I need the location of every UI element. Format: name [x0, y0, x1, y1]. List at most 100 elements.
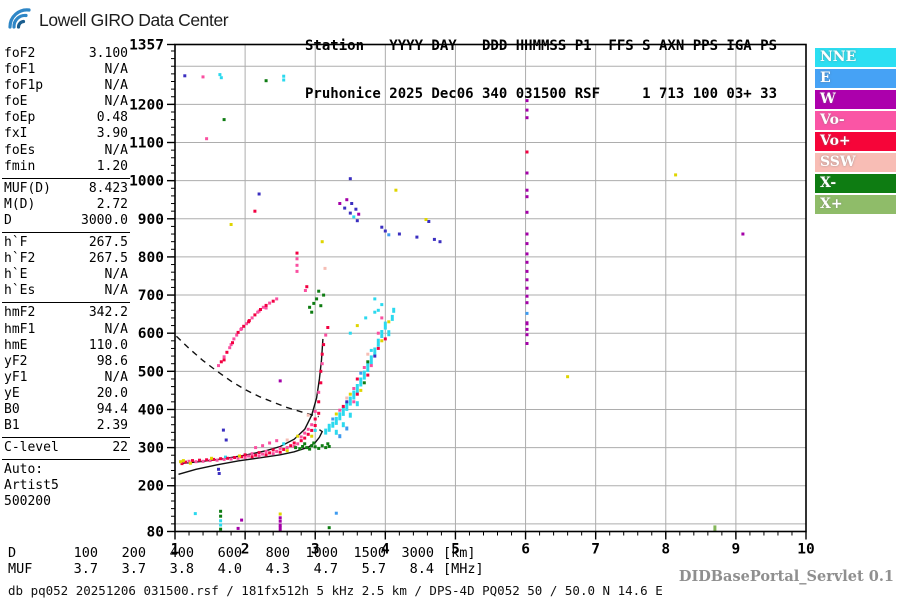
table-cell: 3.7 [121, 560, 146, 577]
echo-point-vo [338, 408, 342, 412]
table-cell: 100 [73, 545, 98, 561]
param-label: hmF2 [4, 305, 36, 321]
echo-point-vo [257, 309, 261, 313]
x-axis-label: 2 [241, 542, 250, 558]
echo-point-unlabeledyellow [310, 434, 314, 438]
echo-point-w [525, 321, 529, 326]
echo-point-ssw [366, 352, 370, 356]
param-label: D [4, 212, 12, 228]
table-cell: 1500 [353, 545, 386, 561]
y-axis-label: 80 [147, 525, 164, 541]
param-label: h`F2 [4, 251, 36, 267]
echo-point-vo [257, 451, 261, 455]
legend-item-e: E [815, 69, 896, 88]
table-cell: 8.4 [409, 560, 434, 577]
echo-point-x [320, 444, 324, 448]
echo-point-unlabeledyellow [210, 456, 213, 460]
param-value: N/A [104, 267, 128, 283]
echo-point-vo [254, 446, 258, 450]
echo-point-vo [295, 263, 299, 267]
legend-item-ssw: SSW [815, 153, 896, 172]
echo-point-vo [215, 458, 219, 462]
echo-point-nne [362, 370, 366, 380]
echo-point-w [278, 525, 282, 531]
param-value: 0.48 [96, 110, 128, 126]
autoscaler-line: 500200 [2, 494, 130, 510]
echo-point-vo [275, 297, 279, 301]
echo-point-vo [264, 449, 268, 453]
echo-point-unlabeledblueviolet [380, 225, 384, 229]
echo-point-vo [305, 285, 309, 289]
param-label: hmE [4, 337, 28, 353]
echo-point-nne [366, 363, 370, 372]
echo-point-vo [219, 457, 223, 461]
echo-point-vo [295, 251, 299, 255]
echo-point-e [331, 417, 335, 421]
x-axis-label: 9 [732, 542, 741, 558]
echo-point-nne [380, 330, 384, 338]
param-label: C-level [4, 440, 59, 456]
echo-point-e [345, 426, 349, 431]
echo-point-vo [253, 313, 257, 317]
table-cell: 200 [121, 545, 146, 561]
echo-point-vo [317, 400, 321, 404]
echo-point-vo [295, 257, 299, 261]
echo-point-vo [317, 411, 321, 415]
table-row-d: D 100 200 400 600 800 1000 1500 3000 [km] [8, 545, 484, 562]
echo-point-nne [373, 310, 377, 314]
param-row-hmF2: hmF2 342.2 [2, 305, 130, 321]
echo-point-nne [313, 428, 317, 432]
param-label: foEs [4, 142, 36, 158]
echo-point-vo [355, 392, 359, 396]
autoscaler-text: Auto: [4, 462, 44, 478]
param-row-fxI: fxI 3.90 [2, 126, 130, 142]
station-header-columns: Station YYYY DAY DDD HHMMSS P1 FFS S AXN… [305, 38, 778, 54]
param-label: B1 [4, 418, 20, 434]
echo-point-vo [324, 333, 328, 337]
param-value: 110.0 [88, 337, 128, 353]
param-value: 3.100 [88, 46, 128, 61]
echo-point-unlabeledyellow [359, 388, 363, 392]
param-value: 3.90 [96, 126, 128, 142]
echo-point-nne [373, 297, 377, 301]
table-cell: 3.8 [169, 560, 194, 577]
param-row-MD: M(D) 2.72 [2, 197, 130, 213]
param-label: yF1 [4, 369, 28, 385]
echo-point-vo [222, 358, 226, 362]
echo-point-nne [348, 412, 352, 418]
station-header-values: Pruhonice 2025 Dec06 340 031500 RSF 1 71… [305, 86, 778, 102]
echo-point-vo [306, 427, 310, 431]
echo-point-vo [376, 331, 380, 335]
echo-point-nne [327, 423, 331, 432]
echo-point-e [338, 434, 342, 439]
table-row-muf: MUF 3.7 3.7 3.8 4.0 4.3 4.7 5.7 8.4 [MHz] [8, 560, 484, 578]
echo-point-x [294, 446, 298, 450]
echo-point-nne [373, 347, 377, 356]
echo-point-vo [261, 444, 265, 448]
param-value: 267.5 [88, 235, 128, 251]
echo-point-vo [319, 369, 323, 373]
echo-point-w [525, 232, 529, 236]
echo-point-nne [324, 428, 328, 435]
echo-point-vo [299, 435, 303, 439]
echo-point-vo [180, 462, 184, 466]
echo-point-vo [222, 355, 226, 359]
echo-point-vo [352, 400, 356, 404]
echo-point-x [319, 304, 323, 308]
x-axis-label: 3 [311, 542, 320, 558]
param-row-Clevel: C-level 22 [2, 440, 130, 456]
echo-point-vo [201, 75, 205, 79]
echo-point-w [525, 242, 529, 246]
echo-point-vo [198, 458, 201, 462]
echo-point-vo [242, 324, 246, 328]
y-axis-label: 1357 [129, 38, 164, 54]
echo-point-e [334, 511, 338, 515]
table-cell: 1000 [305, 545, 338, 561]
echo-point-x [324, 446, 328, 450]
y-axis-label: 1200 [129, 97, 164, 113]
legend-item-x: X+ [815, 195, 896, 214]
param-value: N/A [104, 283, 128, 299]
echo-point-nne [355, 384, 359, 393]
echo-point-nne [219, 76, 223, 80]
echo-point-vo [303, 289, 307, 292]
